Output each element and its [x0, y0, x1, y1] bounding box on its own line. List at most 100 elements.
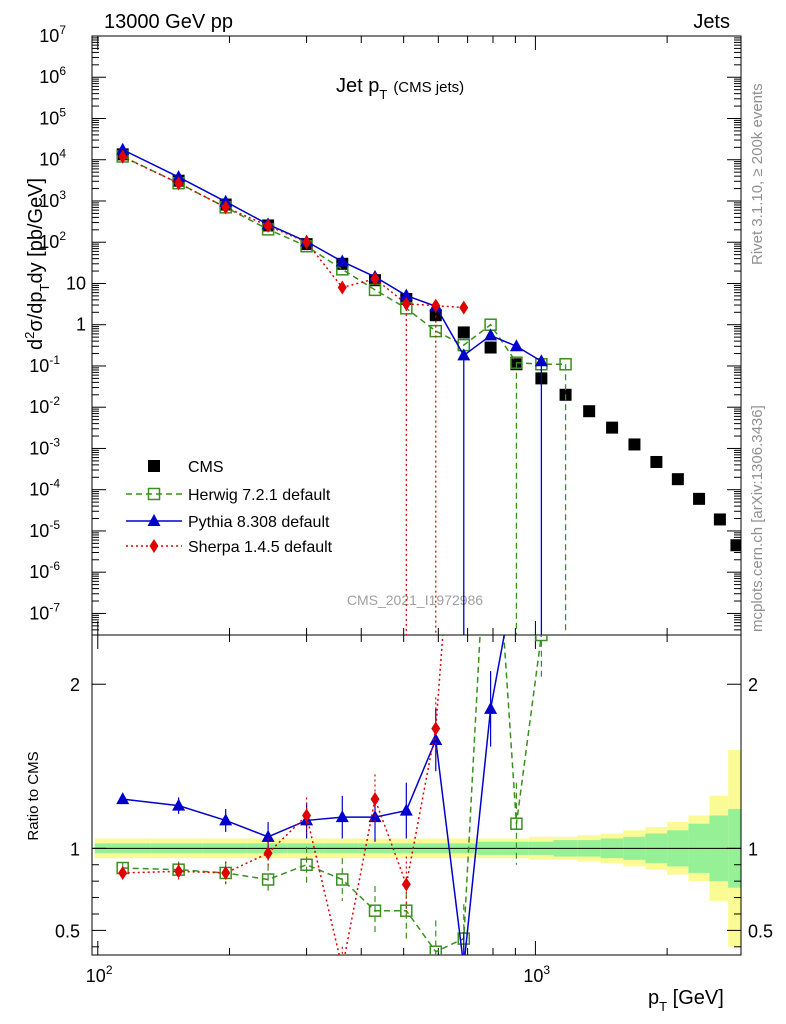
data-point-pythia	[116, 792, 130, 805]
data-point-sherpa	[118, 865, 128, 880]
legend-label: Herwig 7.2.1 default	[188, 487, 331, 504]
x-tick-label-exp: 3	[543, 963, 550, 977]
data-point-cms	[730, 539, 741, 552]
data-point-pythia	[484, 701, 498, 714]
x-tick-label-exp: 2	[106, 963, 113, 977]
ratio-line	[122, 635, 506, 955]
data-point-herwig	[300, 858, 313, 871]
series-line	[122, 155, 566, 366]
ratio-frame	[91, 634, 742, 956]
y-tick-label: 104	[39, 147, 66, 170]
data-point-pythia	[147, 514, 161, 526]
y-tick-label-exp: -3	[49, 435, 60, 449]
data-point-sherpa	[302, 235, 312, 250]
y-tick-label: 10-6	[29, 559, 60, 582]
y-tick-label-exp: 2	[59, 229, 66, 243]
data-point-pythia	[534, 354, 548, 367]
y-tick-label: 103	[39, 188, 66, 211]
x-tick-label: 102	[86, 963, 113, 986]
data-point-pythia	[116, 142, 130, 155]
data-point-cms	[484, 341, 497, 354]
data-point-cms	[671, 473, 684, 486]
data-point-sherpa	[118, 149, 128, 164]
data-point-herwig	[400, 904, 413, 917]
data-point-cms	[628, 438, 641, 451]
y-tick-label-exp: -7	[49, 600, 60, 614]
ratio-series-3	[118, 635, 444, 975]
data-point-sherpa	[337, 280, 347, 295]
data-point-cms	[606, 421, 619, 434]
data-point-pythia	[484, 328, 498, 341]
data-point-cms	[457, 326, 470, 339]
ratio-bands	[92, 749, 741, 947]
data-point-pythia	[457, 959, 470, 971]
y-tick-label-exp: -2	[49, 394, 60, 408]
series-line	[122, 149, 542, 362]
x-axis-label: pT [GeV]	[648, 987, 724, 1014]
data-point-herwig	[147, 487, 161, 501]
header-right: Jets	[693, 11, 730, 33]
data-point-sherpa	[174, 864, 184, 879]
data-point-herwig	[368, 904, 382, 917]
ratio-y-tick-label-right: 0.5	[748, 921, 773, 941]
data-point-sherpa	[338, 961, 347, 975]
y-tick-label-exp: 6	[59, 64, 66, 78]
data-point-sherpa	[263, 846, 273, 861]
data-point-sherpa	[431, 721, 441, 736]
ratio-line	[122, 635, 444, 955]
ratio-series-2	[116, 635, 506, 971]
y-tick-label: 105	[39, 105, 66, 128]
y-tick-label-exp: -5	[49, 518, 60, 532]
y-tick-label: 107	[39, 23, 66, 46]
y-tick-label-exp: -4	[49, 477, 60, 491]
data-point-pythia	[457, 348, 471, 361]
data-point-cms	[650, 455, 663, 468]
ratio-y-tick-label: 2	[70, 675, 80, 695]
data-point-herwig	[510, 817, 523, 830]
data-point-herwig	[535, 635, 548, 642]
data-point-herwig	[560, 104, 571, 115]
series-2	[116, 142, 548, 367]
data-point-pythia	[172, 798, 186, 811]
data-point-sherpa	[221, 200, 231, 215]
plot-title-extra: (CMS jets)	[393, 79, 464, 96]
axes: 102 103 10-7 10-6 10-5 10-4 10-3 10-2 10-1 1 10 102…	[29, 23, 773, 986]
data-point-pythia	[172, 170, 186, 183]
series-layer	[116, 142, 741, 635]
x-tick-label: 103	[523, 963, 550, 986]
data-point-cms	[713, 513, 726, 526]
data-point-pythia	[335, 810, 349, 823]
plot-title-sub: T	[379, 87, 387, 102]
ratio-y-tick-label-right: 1	[748, 839, 758, 859]
ratio-layer	[116, 104, 571, 975]
ratio-line	[122, 635, 543, 953]
data-point-cms	[693, 492, 706, 505]
data-point-pythia	[261, 829, 275, 842]
watermark: CMS_2021_I1972986	[347, 592, 483, 608]
data-point-sherpa	[370, 271, 380, 286]
data-point-cms	[583, 405, 596, 418]
data-point-herwig	[485, 433, 496, 444]
y-tick-label-exp: 5	[59, 105, 66, 119]
series-line	[122, 156, 464, 309]
ratio-y-tick-label-right: 2	[748, 675, 758, 695]
y-tick-label: 10-2	[29, 394, 60, 417]
data-point-pythia	[399, 288, 413, 301]
data-point-sherpa	[401, 877, 411, 892]
y-tick-label: 106	[39, 64, 66, 87]
data-point-sherpa	[221, 865, 231, 880]
y-tick-label: 10-3	[29, 435, 60, 458]
y-tick-label: 10	[66, 273, 86, 293]
data-point-sherpa	[370, 792, 380, 807]
data-point-sherpa	[302, 808, 312, 823]
y-tick-label-exp: 3	[59, 188, 66, 202]
y-tick-label-exp: 4	[59, 147, 66, 161]
y-tick-label: 10-4	[29, 477, 60, 500]
y-tick-label-exp: 7	[59, 23, 66, 37]
y-tick-label: 102	[39, 229, 66, 252]
y-tick-label: 10-7	[29, 600, 60, 623]
y-tick-label: 1	[76, 315, 86, 335]
plot-title-main: Jet p	[336, 75, 379, 97]
data-point-sherpa	[263, 218, 273, 233]
